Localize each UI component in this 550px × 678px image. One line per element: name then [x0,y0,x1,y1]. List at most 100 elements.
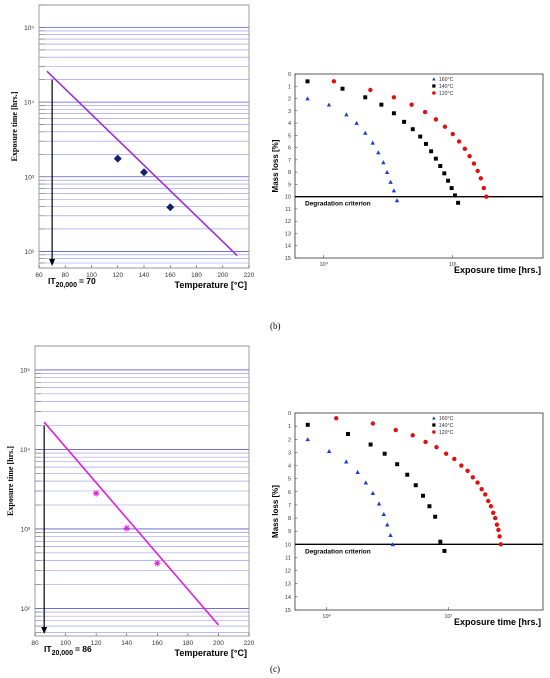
y-tick-label: 11 [285,555,291,561]
legend-label: 120°C [439,91,454,97]
data-point [123,525,130,532]
x-tick-label: 180 [182,640,193,647]
y-tick-label: 5 [288,133,291,139]
data-point [410,127,415,132]
y-tick-label: 4 [288,464,291,470]
y-tick-label: 10⁵ [20,367,30,374]
annotation-label-sub: 20,000 [56,282,78,289]
data-point [497,534,502,539]
data-point [432,77,436,81]
data-point [384,169,390,175]
legend-label: 160°C [439,416,454,422]
data-point [486,498,491,504]
data-point [433,117,439,122]
data-point [456,139,462,144]
data-point [438,164,443,168]
x-axis-label: Temperature [°C] [175,648,247,658]
data-point [395,462,400,467]
data-point [344,112,349,117]
y-tick-label: 13 [285,582,291,588]
data-point [376,501,382,506]
data-point [346,432,351,436]
data-point [475,480,480,485]
y-axis-label: Exposure time [hrs.] [6,446,15,516]
data-point [394,198,400,203]
y-tick-label: 8 [288,516,291,522]
data-point [432,416,436,420]
data-point [405,472,410,477]
data-point [326,102,332,107]
y-axis-label: Exposure time [hrs.] [10,91,19,161]
data-point [456,200,461,205]
y-tick-label: 7 [288,158,291,164]
data-point [494,522,500,527]
y-tick-label: 10 [285,542,291,548]
annotation-label-sub: 20,000 [52,650,74,657]
y-tick-label: 3 [288,109,291,115]
data-point [391,111,396,116]
data-point [166,203,175,212]
x-tick-label: 10¹ [449,262,457,268]
data-point [391,188,397,193]
fit-line [46,70,238,257]
data-point [432,423,436,427]
legend-label: 140°C [439,84,454,90]
data-point [381,511,386,516]
x-tick-label: 60 [35,272,43,279]
x-tick-label: 10⁰ [322,613,331,620]
data-point [376,150,381,155]
data-point [427,504,432,509]
x-axis-label: Temperature [°C] [175,280,247,290]
data-point [442,124,448,129]
y-tick-label: 10³ [25,174,35,181]
y-tick-label: 10³ [21,526,31,533]
y-axis-label: Mass loss [%] [271,139,280,192]
data-point [388,532,393,538]
data-point [429,149,434,154]
data-point [475,168,480,174]
legend-label: 140°C [439,423,454,429]
annotation-label: IT20,000 = 86 [44,644,92,657]
annotation-label-main: IT [44,644,52,654]
data-point [484,194,489,199]
data-point [370,140,375,145]
data-point [393,427,398,433]
data-point [449,186,454,191]
data-point [433,514,438,519]
data-point [410,433,415,438]
data-point [344,459,349,464]
data-point [446,178,451,183]
y-tick-label: 0 [288,72,291,78]
data-point [432,91,436,95]
annotation-label: IT20,000 = 70 [48,276,96,289]
data-point [381,160,386,165]
data-point [385,522,390,527]
data-point [92,490,100,497]
c-right-frame [294,412,544,611]
data-point [413,483,418,488]
y-tick-label: 10² [21,606,31,613]
y-tick-label: 14 [285,595,291,601]
data-point [471,161,477,166]
b-right-frame [294,73,544,259]
data-point [305,422,310,427]
x-tick-label: 100 [60,640,71,647]
data-point [442,171,447,176]
y-tick-label: 12 [285,569,291,575]
data-point [154,560,161,567]
data-point [433,156,438,161]
b-left-grid [39,4,249,269]
y-tick-label: 9 [288,529,291,535]
y-tick-label: 8 [288,170,291,176]
x-tick-label: 160 [152,640,163,647]
annotation-arrowhead [49,259,56,266]
y-tick-label: 10 [285,195,291,201]
data-point [355,469,360,474]
data-point [442,548,447,553]
annotation-label-value: = 70 [79,276,96,286]
data-point [432,84,436,88]
data-point [354,120,359,125]
panel-label-b: (b) [270,321,281,331]
